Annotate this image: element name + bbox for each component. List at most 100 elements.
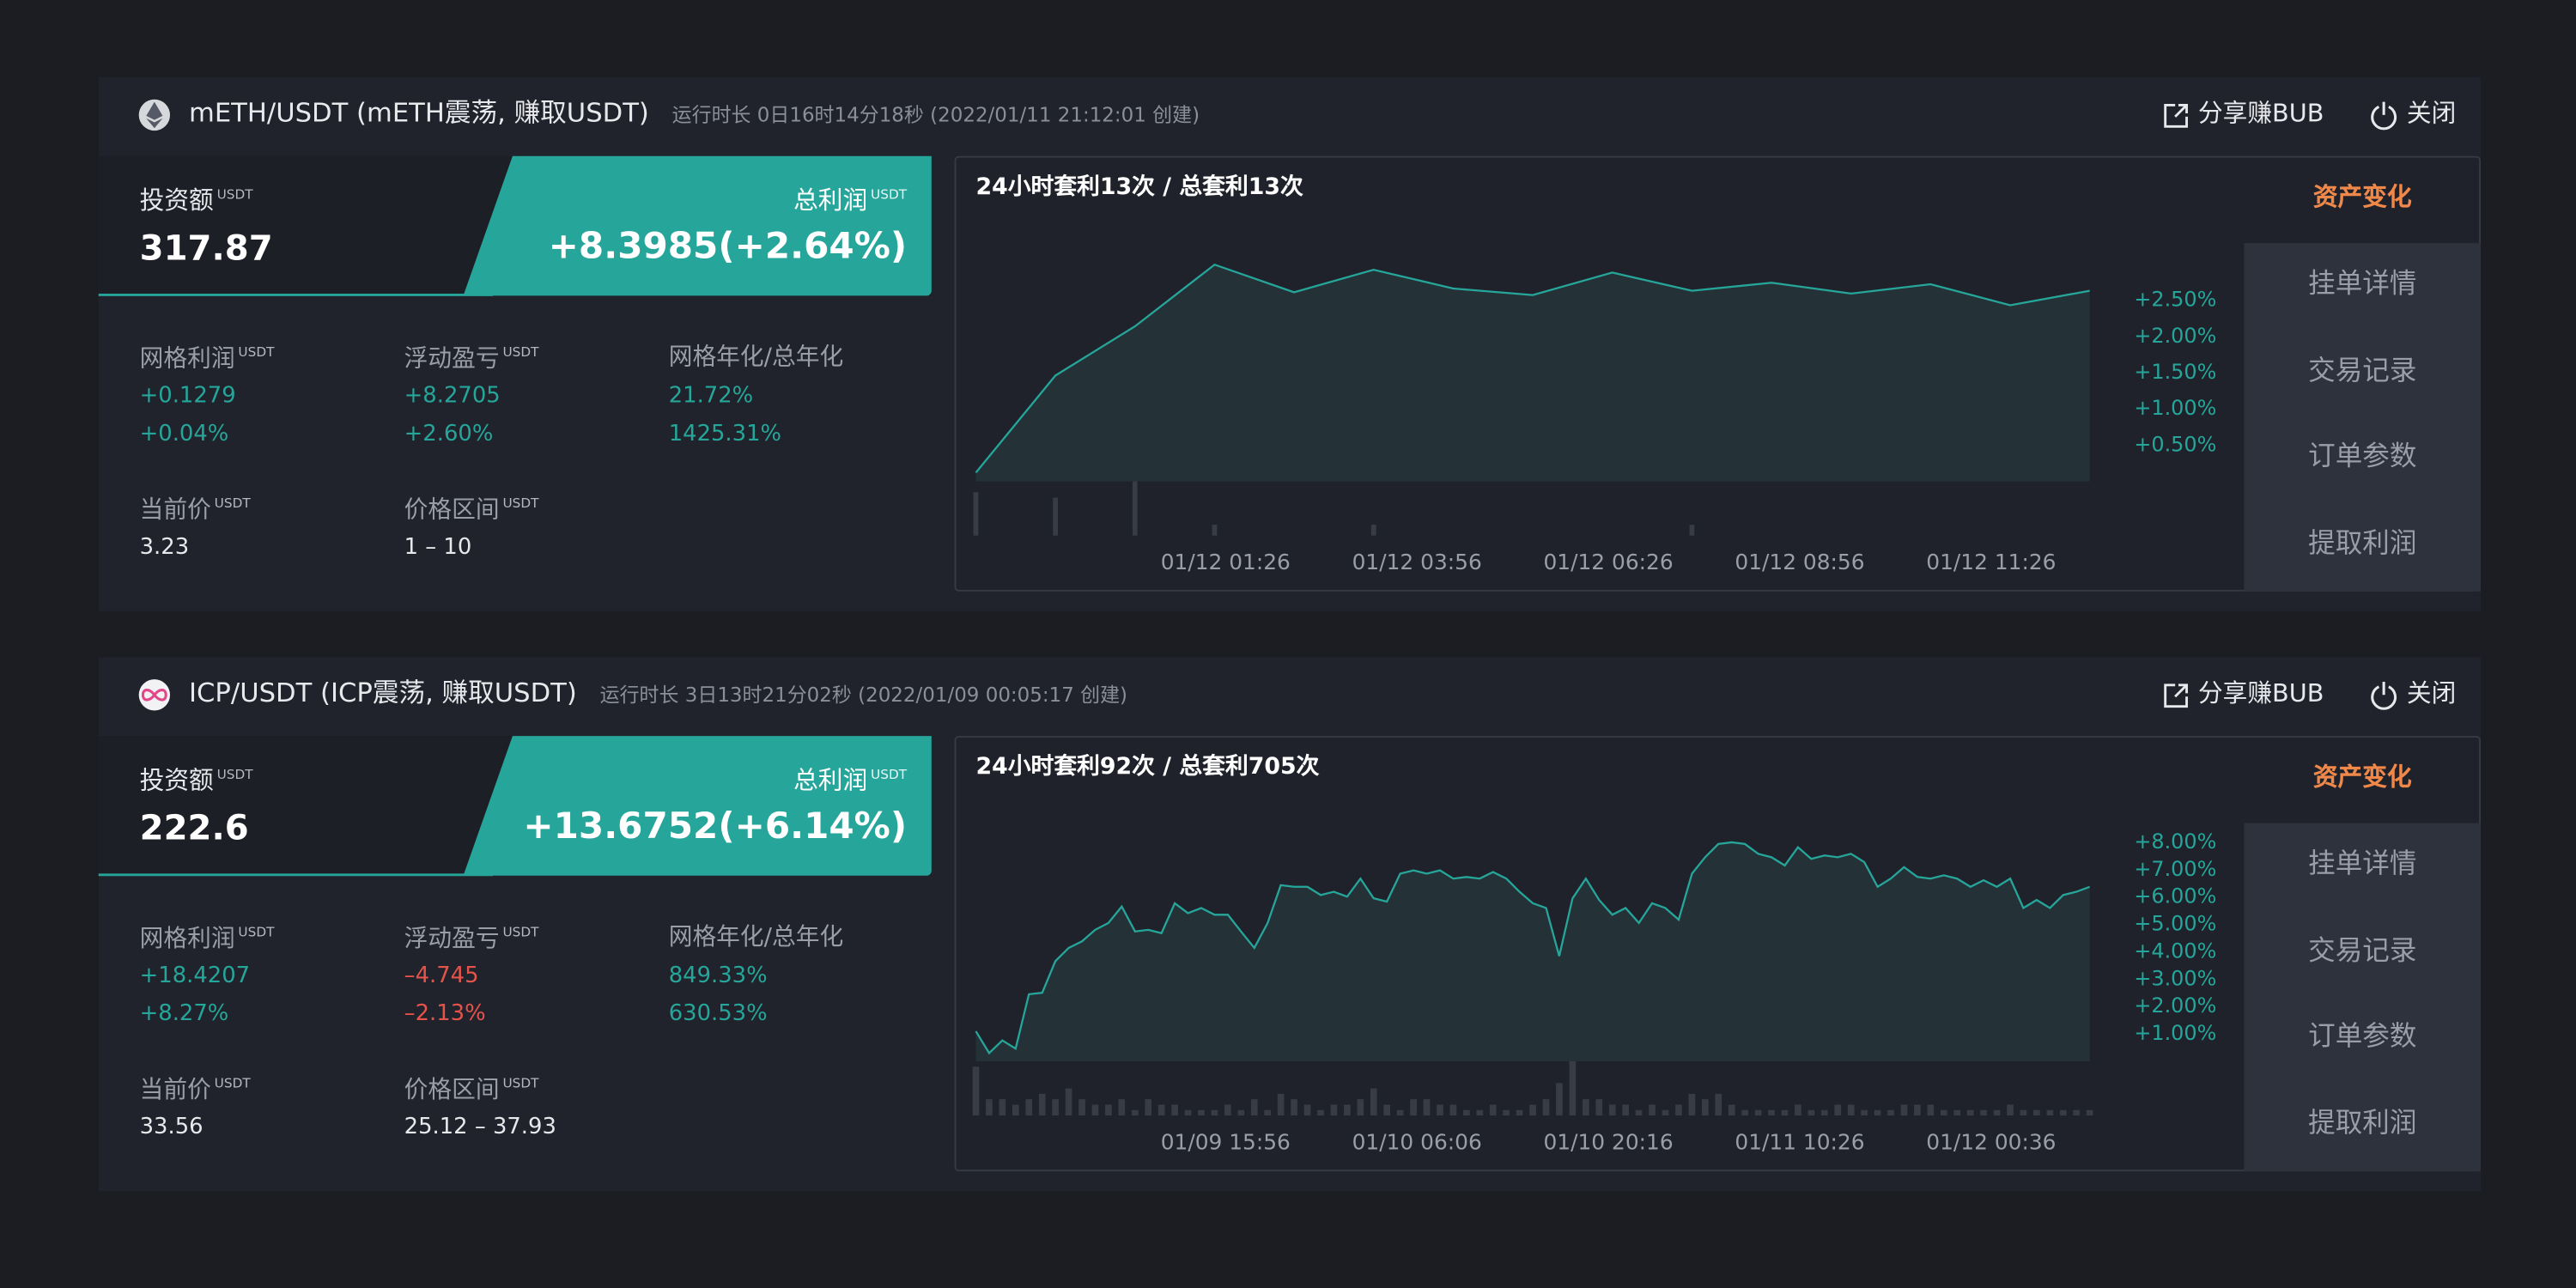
menu-item[interactable]: 订单参数 xyxy=(2308,440,2417,472)
volume-bar xyxy=(1569,1060,1577,1116)
stat-value: –4.745 xyxy=(404,965,479,988)
volume-bar xyxy=(1754,1109,1762,1116)
volume-bar xyxy=(999,1099,1006,1116)
unit: USDT xyxy=(216,187,253,203)
y-tick-label: +5.00% xyxy=(2134,912,2216,936)
volume-bar xyxy=(1476,1109,1484,1116)
volume-bar xyxy=(1715,1093,1722,1116)
power-icon xyxy=(2371,101,2397,131)
menu-item[interactable]: 交易记录 xyxy=(2308,354,2417,386)
y-tick-label: +7.00% xyxy=(2134,857,2216,881)
volume-bar xyxy=(1171,1104,1178,1116)
stat-value-text: 1425.31% xyxy=(668,420,782,447)
profit-value-text: +13.6752(+6.14%) xyxy=(523,806,908,848)
close-button-text: 关闭 xyxy=(2406,678,2457,708)
volume-bar xyxy=(1980,1109,1987,1116)
volume-bar xyxy=(1702,1099,1709,1116)
invest-value-text: 317.87 xyxy=(139,228,273,268)
stat-label: 网格年化/总年化 xyxy=(669,927,844,951)
menu-item[interactable]: 挂单详情 xyxy=(2308,267,2417,300)
volume-bar xyxy=(2073,1109,2081,1116)
tab-asset[interactable]: 资产变化 xyxy=(2313,185,2412,210)
stat-value-text: 1 – 10 xyxy=(404,533,472,561)
profit-label-text: 总利润 xyxy=(793,765,868,796)
profit-label: 总利润 USDT xyxy=(793,765,907,796)
volume-bar xyxy=(1914,1104,1921,1116)
invest-value: 222.6 xyxy=(140,811,249,846)
y-tick-label: +0.50% xyxy=(2134,432,2216,456)
volume-bar xyxy=(1277,1093,1285,1116)
y-tick-label: +1.00% xyxy=(2134,1021,2216,1045)
volume-bar xyxy=(1741,1109,1748,1116)
volume-bar xyxy=(1212,525,1218,536)
menu-item[interactable]: 提取利润 xyxy=(2308,1109,2416,1139)
menu-item-text: 挂单详情 xyxy=(2308,267,2417,300)
volume-bar xyxy=(1053,497,1059,536)
stat-label: 浮动盈亏 USDT xyxy=(404,346,539,374)
stat-value: 25.12 – 37.93 xyxy=(404,1116,556,1139)
share-button[interactable]: 分享赚BUB xyxy=(2198,681,2324,707)
stat-value: 3.23 xyxy=(140,536,190,560)
y-tick-label: +2.00% xyxy=(2134,324,2216,348)
unit: USDT xyxy=(214,1076,251,1091)
volume-bar xyxy=(1463,1109,1470,1116)
stat-label: 网格利润 USDT xyxy=(140,346,275,373)
line xyxy=(975,263,2090,474)
volume-bar xyxy=(1542,1099,1550,1116)
x-tick-label: 01/12 08:56 xyxy=(1735,550,1864,574)
line xyxy=(975,841,2091,1055)
title: mETH/USDT (mETH震荡, 赚取USDT) xyxy=(189,96,649,129)
volume-bar xyxy=(1689,525,1695,536)
chart-title: 24小时套利92次 / 总套利705次 xyxy=(975,756,1319,779)
stat-label: 网格利润 USDT xyxy=(140,926,275,952)
title: ICP/USDT (ICP震荡, 赚取USDT) xyxy=(189,677,577,708)
menu-item[interactable]: 提取利润 xyxy=(2308,530,2416,558)
stat-label: 价格区间 USDT xyxy=(404,1077,539,1103)
volume-bar xyxy=(1940,1109,1947,1116)
volume-bar xyxy=(1887,1109,1894,1116)
volume-bar xyxy=(1396,1109,1404,1116)
stat-value: +0.04% xyxy=(140,422,229,447)
volume-bar xyxy=(2046,1109,2054,1116)
volume-bar xyxy=(1608,1104,1616,1116)
volume-bar xyxy=(1900,1104,1908,1116)
x-tick-label: 01/10 06:06 xyxy=(1352,1130,1482,1155)
unit: USDT xyxy=(871,187,908,203)
x-tick-label: 01/09 15:56 xyxy=(1161,1130,1291,1155)
menu-item-text: 提取利润 xyxy=(2308,527,2417,559)
stat-value: +0.1279 xyxy=(140,385,236,409)
volume-bar xyxy=(1370,525,1376,536)
stat-label: 网格年化/总年化 xyxy=(669,346,844,371)
close-button[interactable]: 关闭 xyxy=(2407,681,2456,707)
share-button[interactable]: 分享赚BUB xyxy=(2198,101,2324,127)
close-button-text: 关闭 xyxy=(2406,98,2457,129)
close-button[interactable]: 关闭 xyxy=(2406,98,2457,129)
profit-label: 总利润 USDT xyxy=(793,187,908,214)
stat-label-text: 网格年化/总年化 xyxy=(668,925,844,951)
menu-item[interactable]: 订单参数 xyxy=(2308,1023,2416,1052)
stat-value: 33.56 xyxy=(140,1116,204,1139)
volume-bar xyxy=(1091,1104,1099,1116)
volume-bar xyxy=(1012,1104,1019,1116)
menu-item[interactable]: 挂单详情 xyxy=(2308,850,2416,878)
y-tick-label: +6.00% xyxy=(2134,884,2216,908)
stat-value: –2.13% xyxy=(404,1003,486,1026)
volume-bar xyxy=(1025,1099,1033,1116)
stat-label: 当前价 USDT xyxy=(140,497,251,524)
volume-bar xyxy=(1662,1109,1669,1116)
menu-item-text: 交易记录 xyxy=(2308,354,2417,386)
stat-value: 849.33% xyxy=(669,965,768,988)
menu-item-text: 订单参数 xyxy=(2308,440,2417,472)
stat-value: +18.4207 xyxy=(140,965,250,988)
y-tick-label: +2.50% xyxy=(2134,288,2216,312)
menu-item[interactable]: 交易记录 xyxy=(2308,936,2416,965)
x-tick-label: 01/12 11:26 xyxy=(1926,550,2056,574)
stat-label-text: 浮动盈亏 xyxy=(404,346,500,374)
y-tick-label: +3.00% xyxy=(2134,966,2216,990)
stat-value-text: 3.23 xyxy=(139,533,190,561)
y-tick-label: +8.00% xyxy=(2134,829,2216,854)
volume-bar xyxy=(1078,1099,1085,1116)
volume-bar xyxy=(1556,1083,1563,1116)
volume-bar xyxy=(1861,1109,1868,1116)
tab-asset[interactable]: 资产变化 xyxy=(2313,765,2412,791)
